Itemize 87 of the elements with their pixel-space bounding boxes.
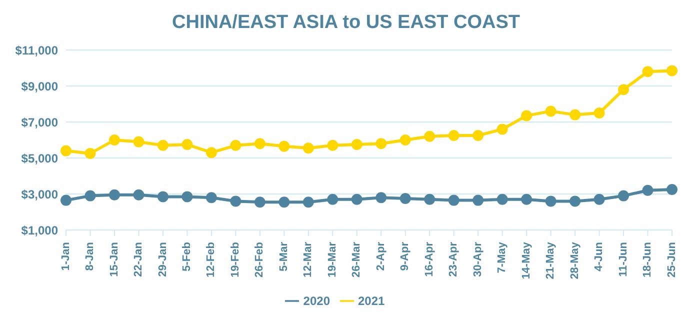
point [521, 194, 532, 205]
y-tick-label: $7,000 [21, 115, 58, 130]
point [424, 130, 436, 142]
x-tick-label: 19-Mar [326, 241, 338, 278]
point [545, 196, 556, 207]
x-tick-label: 15-Jan [108, 242, 120, 277]
legend-label: 2021 [358, 294, 385, 308]
point [376, 138, 387, 150]
x-tick-label: 7-May [496, 241, 508, 274]
point [327, 140, 338, 151]
point [666, 184, 678, 195]
x-tick-label: 29-Jan [156, 242, 169, 277]
x-tick-label: 8-Jan [84, 242, 96, 271]
point [448, 130, 460, 141]
x-tick-label: 28-May [568, 241, 581, 280]
point [182, 191, 193, 202]
point [496, 124, 508, 135]
x-tick-label: 26-Feb [254, 242, 266, 278]
y-tick-label: $11,000 [15, 43, 58, 58]
point [206, 147, 217, 158]
x-tick-label: 12-Mar [302, 241, 314, 278]
y-tick-label: $1,000 [21, 223, 58, 238]
point [618, 84, 630, 96]
y-tick-label: $9,000 [21, 79, 58, 94]
point [351, 139, 362, 150]
point [642, 184, 654, 196]
point [570, 196, 581, 207]
point [594, 108, 605, 118]
point [545, 106, 556, 117]
x-tick-label: 18-Jun [642, 242, 654, 278]
point [278, 140, 290, 152]
x-tick-label: 26-Mar [350, 241, 363, 278]
x-tick-label: 30-Apr [472, 241, 484, 277]
point [376, 192, 387, 204]
point [618, 190, 630, 202]
x-tick-label: 22-Jan [132, 242, 145, 277]
chart-title: CHINA/EAST ASIA to US EAST COAST [171, 11, 521, 35]
x-tick-label: 2-Apr [374, 241, 387, 271]
point [133, 189, 144, 200]
point [206, 192, 217, 204]
point [351, 194, 362, 205]
point [594, 194, 605, 205]
point [424, 194, 436, 205]
point [60, 145, 72, 156]
point [570, 109, 581, 120]
y-tick-label: $3,000 [21, 187, 58, 202]
point [642, 66, 654, 78]
point [521, 110, 532, 122]
point [472, 130, 484, 141]
point [496, 194, 508, 205]
point [108, 189, 120, 200]
point [254, 138, 266, 150]
point [400, 134, 411, 146]
x-tick-label: 23-Apr [448, 241, 460, 277]
point [400, 193, 411, 204]
x-tick-label: 11-Jun [617, 242, 630, 277]
x-tick-label: 9-Apr [399, 241, 412, 271]
x-tick-label: 12-Feb [205, 242, 218, 278]
point [60, 194, 72, 206]
point [302, 142, 314, 154]
point [666, 65, 678, 76]
point [472, 194, 484, 206]
point [254, 196, 266, 208]
x-tick-label: 21-May [544, 241, 557, 280]
point [230, 140, 242, 151]
x-tick-label: 4-Jun [593, 242, 606, 272]
point [278, 196, 290, 208]
point [84, 190, 96, 202]
point [327, 194, 338, 205]
point [182, 139, 193, 150]
point [157, 140, 168, 151]
point [157, 191, 168, 202]
x-tick-label: 19-Feb [229, 242, 242, 278]
point [108, 134, 120, 146]
x-tick-label: 5-Feb [181, 242, 194, 272]
y-tick-label: $5,000 [21, 151, 58, 166]
point [133, 136, 144, 148]
x-tick-label: 25-Jun [666, 242, 678, 278]
point [448, 194, 460, 206]
x-tick-label: 1-Jan [60, 242, 72, 271]
x-tick-label: 16-Apr [423, 241, 436, 277]
x-tick-label: 5-Mar [278, 241, 290, 272]
point [230, 196, 242, 207]
x-tick-label: 14-May [520, 241, 532, 280]
legend-label: 2020 [303, 294, 330, 308]
point [84, 148, 96, 159]
point [302, 196, 314, 208]
